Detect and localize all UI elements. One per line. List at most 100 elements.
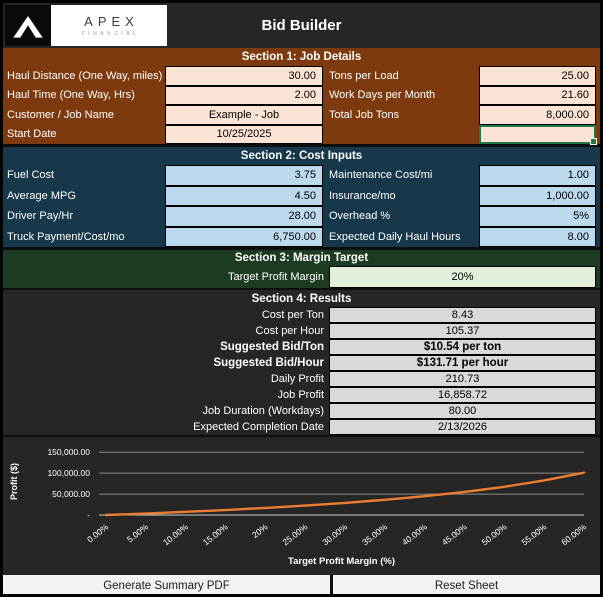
- truck-payment-input[interactable]: 6,750.00: [165, 226, 323, 247]
- cost-per-ton-label: Cost per Ton: [261, 309, 324, 321]
- empty-label: [323, 125, 479, 145]
- section-cost-inputs: Section 2: Cost Inputs Fuel Cost 3.75 Ma…: [3, 147, 600, 247]
- apex-logo: APEX FINANCIAL: [5, 5, 167, 46]
- brand-name: APEX: [84, 14, 139, 29]
- table-row: Fuel Cost 3.75 Maintenance Cost/mi 1.00: [3, 165, 600, 186]
- table-row: Haul Distance (One Way, miles) 30.00 Ton…: [3, 66, 600, 86]
- svg-text:15.00%: 15.00%: [201, 521, 230, 547]
- completion-date-label: Expected Completion Date: [193, 421, 324, 433]
- svg-text:40.00%: 40.00%: [400, 521, 429, 547]
- section2-header: Section 2: Cost Inputs: [240, 150, 363, 162]
- job-profit-value: 16,858.72: [329, 387, 596, 403]
- svg-text:60.00%: 60.00%: [559, 521, 588, 547]
- tons-per-load-label: Tons per Load: [329, 69, 399, 82]
- insurance-input[interactable]: 1,000.00: [479, 185, 596, 206]
- section3-header: Section 3: Margin Target: [234, 252, 369, 264]
- selected-empty-cell[interactable]: [479, 124, 597, 145]
- start-date-label: Start Date: [7, 128, 57, 141]
- svg-text:55.00%: 55.00%: [520, 521, 549, 547]
- daily-profit-value: 210.73: [329, 371, 596, 387]
- job-duration-label: Job Duration (Workdays): [202, 405, 324, 417]
- svg-text:5.00%: 5.00%: [125, 521, 150, 544]
- truck-payment-label: Truck Payment/Cost/mo: [7, 230, 125, 243]
- driver-pay-input[interactable]: 28.00: [165, 206, 323, 227]
- table-row: Haul Time (One Way, Hrs) 2.00 Work Days …: [3, 85, 600, 105]
- average-mpg-label: Average MPG: [7, 189, 76, 202]
- fuel-cost-input[interactable]: 3.75: [165, 165, 323, 186]
- cost-per-hour-label: Cost per Hour: [255, 325, 324, 337]
- haul-distance-label: Haul Distance (One Way, miles): [7, 69, 163, 82]
- tons-per-load-input[interactable]: 25.00: [479, 66, 596, 86]
- svg-text:35.00%: 35.00%: [360, 521, 389, 547]
- driver-pay-label: Driver Pay/Hr: [7, 210, 74, 223]
- page-title: Bid Builder: [261, 17, 342, 34]
- svg-text:0.00%: 0.00%: [85, 521, 110, 544]
- table-row: Suggested Bid/Hour $131.71 per hour: [3, 355, 600, 371]
- section4-header: Section 4: Results: [251, 292, 352, 305]
- mountain-chevron-icon: [13, 15, 43, 38]
- completion-date-value: 2/13/2026: [329, 419, 596, 435]
- table-row: Target Profit Margin 20%: [3, 266, 600, 288]
- section-divider: [3, 247, 600, 250]
- haul-time-label: Haul Time (One Way, Hrs): [7, 89, 135, 102]
- section-divider: [3, 288, 600, 290]
- fuel-cost-label: Fuel Cost: [7, 169, 55, 182]
- svg-text:45.00%: 45.00%: [440, 521, 469, 547]
- svg-text:10.00%: 10.00%: [161, 521, 190, 547]
- cost-per-ton-value: 8.43: [329, 307, 596, 323]
- apex-logo-box: APEX FINANCIAL: [51, 5, 167, 46]
- section-job-details: Section 1: Job Details Haul Distance (On…: [3, 48, 600, 145]
- svg-text:-: -: [87, 510, 90, 520]
- target-profit-margin-input[interactable]: 20%: [329, 266, 596, 288]
- svg-text:150,000.00: 150,000.00: [47, 447, 90, 457]
- svg-text:Profit ($): Profit ($): [9, 463, 19, 500]
- table-row: Expected Completion Date 2/13/2026: [3, 419, 600, 435]
- customer-job-name-input[interactable]: Example - Job: [165, 105, 323, 125]
- reset-sheet-button[interactable]: Reset Sheet: [333, 575, 600, 594]
- generate-summary-pdf-button[interactable]: Generate Summary PDF: [3, 575, 330, 594]
- daily-haul-hours-label: Expected Daily Haul Hours: [329, 230, 461, 243]
- maintenance-cost-label: Maintenance Cost/mi: [329, 169, 433, 182]
- table-row: Start Date 10/25/2025: [3, 124, 600, 145]
- button-divider: [330, 575, 333, 594]
- table-row: Cost per Hour 105.37: [3, 323, 600, 339]
- profit-chart: 150,000.00 100,000.00 50,000.00 -0.00% 5.00%…: [3, 437, 600, 575]
- brand-subtitle: FINANCIAL: [81, 31, 140, 37]
- total-job-tons-label: Total Job Tons: [329, 108, 400, 121]
- svg-text:50,000.00: 50,000.00: [52, 489, 90, 499]
- section-results: Section 4: Results Cost per Ton 8.43 Cos…: [3, 290, 600, 435]
- section-divider: [3, 435, 600, 437]
- table-row: Job Duration (Workdays) 80.00: [3, 403, 600, 419]
- profit-chart-svg: 150,000.00 100,000.00 50,000.00 -0.00% 5.00%…: [9, 447, 589, 567]
- table-row: Suggested Bid/Ton $10.54 per ton: [3, 339, 600, 355]
- suggested-bid-hour-value: $131.71 per hour: [329, 355, 596, 371]
- overhead-input[interactable]: 5%: [479, 206, 596, 227]
- section-margin-target: Section 3: Margin Target Target Profit M…: [3, 250, 600, 288]
- table-row: Daily Profit 210.73: [3, 371, 600, 387]
- insurance-label: Insurance/mo: [329, 189, 396, 202]
- section-divider: [3, 144, 600, 147]
- customer-job-name-label: Customer / Job Name: [7, 108, 114, 121]
- header: APEX FINANCIAL Bid Builder: [3, 3, 600, 48]
- svg-text:50.00%: 50.00%: [480, 521, 509, 547]
- average-mpg-input[interactable]: 4.50: [165, 185, 323, 206]
- svg-text:100,000.00: 100,000.00: [47, 468, 90, 478]
- daily-profit-label: Daily Profit: [270, 373, 324, 385]
- cost-per-hour-value: 105.37: [329, 323, 596, 339]
- daily-haul-hours-input[interactable]: 8.00: [479, 226, 596, 247]
- svg-text:30.00%: 30.00%: [320, 521, 349, 547]
- apex-chevron-icon: [5, 5, 51, 46]
- haul-time-input[interactable]: 2.00: [165, 85, 323, 105]
- target-profit-margin-label: Target Profit Margin: [228, 271, 324, 283]
- total-job-tons-input[interactable]: 8,000.00: [479, 105, 596, 125]
- haul-distance-input[interactable]: 30.00: [165, 66, 323, 86]
- start-date-input[interactable]: 10/25/2025: [165, 124, 323, 144]
- suggested-bid-hour-label: Suggested Bid/Hour: [213, 357, 324, 369]
- job-duration-value: 80.00: [329, 403, 596, 419]
- job-profit-label: Job Profit: [277, 389, 324, 401]
- maintenance-cost-input[interactable]: 1.00: [479, 165, 596, 186]
- overhead-label: Overhead %: [329, 210, 391, 223]
- section1-header: Section 1: Job Details: [241, 51, 362, 63]
- work-days-input[interactable]: 21.60: [479, 85, 596, 105]
